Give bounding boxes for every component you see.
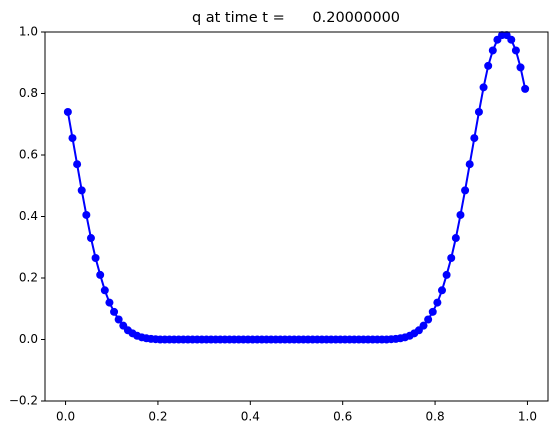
data-point bbox=[470, 134, 479, 143]
plot-frame bbox=[44, 31, 549, 402]
data-point bbox=[437, 286, 446, 295]
data-point bbox=[77, 186, 86, 195]
data-point bbox=[474, 107, 483, 116]
data-point bbox=[91, 254, 100, 263]
data-point bbox=[86, 234, 95, 243]
series-line bbox=[66, 34, 527, 341]
x-tick-label: 0.8 bbox=[426, 410, 445, 424]
data-point bbox=[461, 186, 470, 195]
x-tick-label: 0.0 bbox=[56, 410, 75, 424]
data-point bbox=[424, 315, 433, 324]
data-point bbox=[488, 46, 497, 55]
y-tick-label: 0.8 bbox=[19, 86, 38, 100]
data-point bbox=[447, 254, 456, 263]
data-point bbox=[516, 63, 525, 72]
y-tick-label: 0.2 bbox=[19, 271, 38, 285]
data-point bbox=[465, 160, 474, 169]
data-point bbox=[456, 210, 465, 219]
data-point bbox=[479, 83, 488, 92]
chart-title: q at time t = 0.20000000 bbox=[192, 10, 400, 26]
data-point bbox=[451, 234, 460, 243]
data-point bbox=[507, 35, 516, 44]
y-tick-label: 0.6 bbox=[19, 148, 38, 162]
data-point bbox=[114, 315, 123, 324]
data-point bbox=[68, 134, 77, 143]
data-point bbox=[433, 298, 442, 307]
data-point bbox=[442, 270, 451, 279]
y-tick-label: 1.0 bbox=[19, 25, 38, 39]
y-tick-label: −0.2 bbox=[9, 394, 38, 408]
y-tick-label: 0.4 bbox=[19, 209, 38, 223]
data-point bbox=[521, 84, 530, 93]
data-point bbox=[100, 286, 109, 295]
x-tick-label: 0.6 bbox=[333, 410, 352, 424]
data-point bbox=[110, 307, 119, 316]
data-point bbox=[63, 107, 72, 116]
data-point bbox=[419, 321, 428, 330]
x-tick-label: 1.0 bbox=[518, 410, 537, 424]
data-point bbox=[484, 61, 493, 70]
data-point bbox=[105, 298, 114, 307]
x-tick-label: 0.4 bbox=[241, 410, 260, 424]
data-point bbox=[511, 46, 520, 55]
data-point bbox=[96, 270, 105, 279]
data-point bbox=[82, 210, 91, 219]
x-tick-label: 0.2 bbox=[148, 410, 167, 424]
data-point bbox=[73, 160, 82, 169]
y-tick-label: 0.0 bbox=[19, 332, 38, 346]
data-point bbox=[428, 307, 437, 316]
